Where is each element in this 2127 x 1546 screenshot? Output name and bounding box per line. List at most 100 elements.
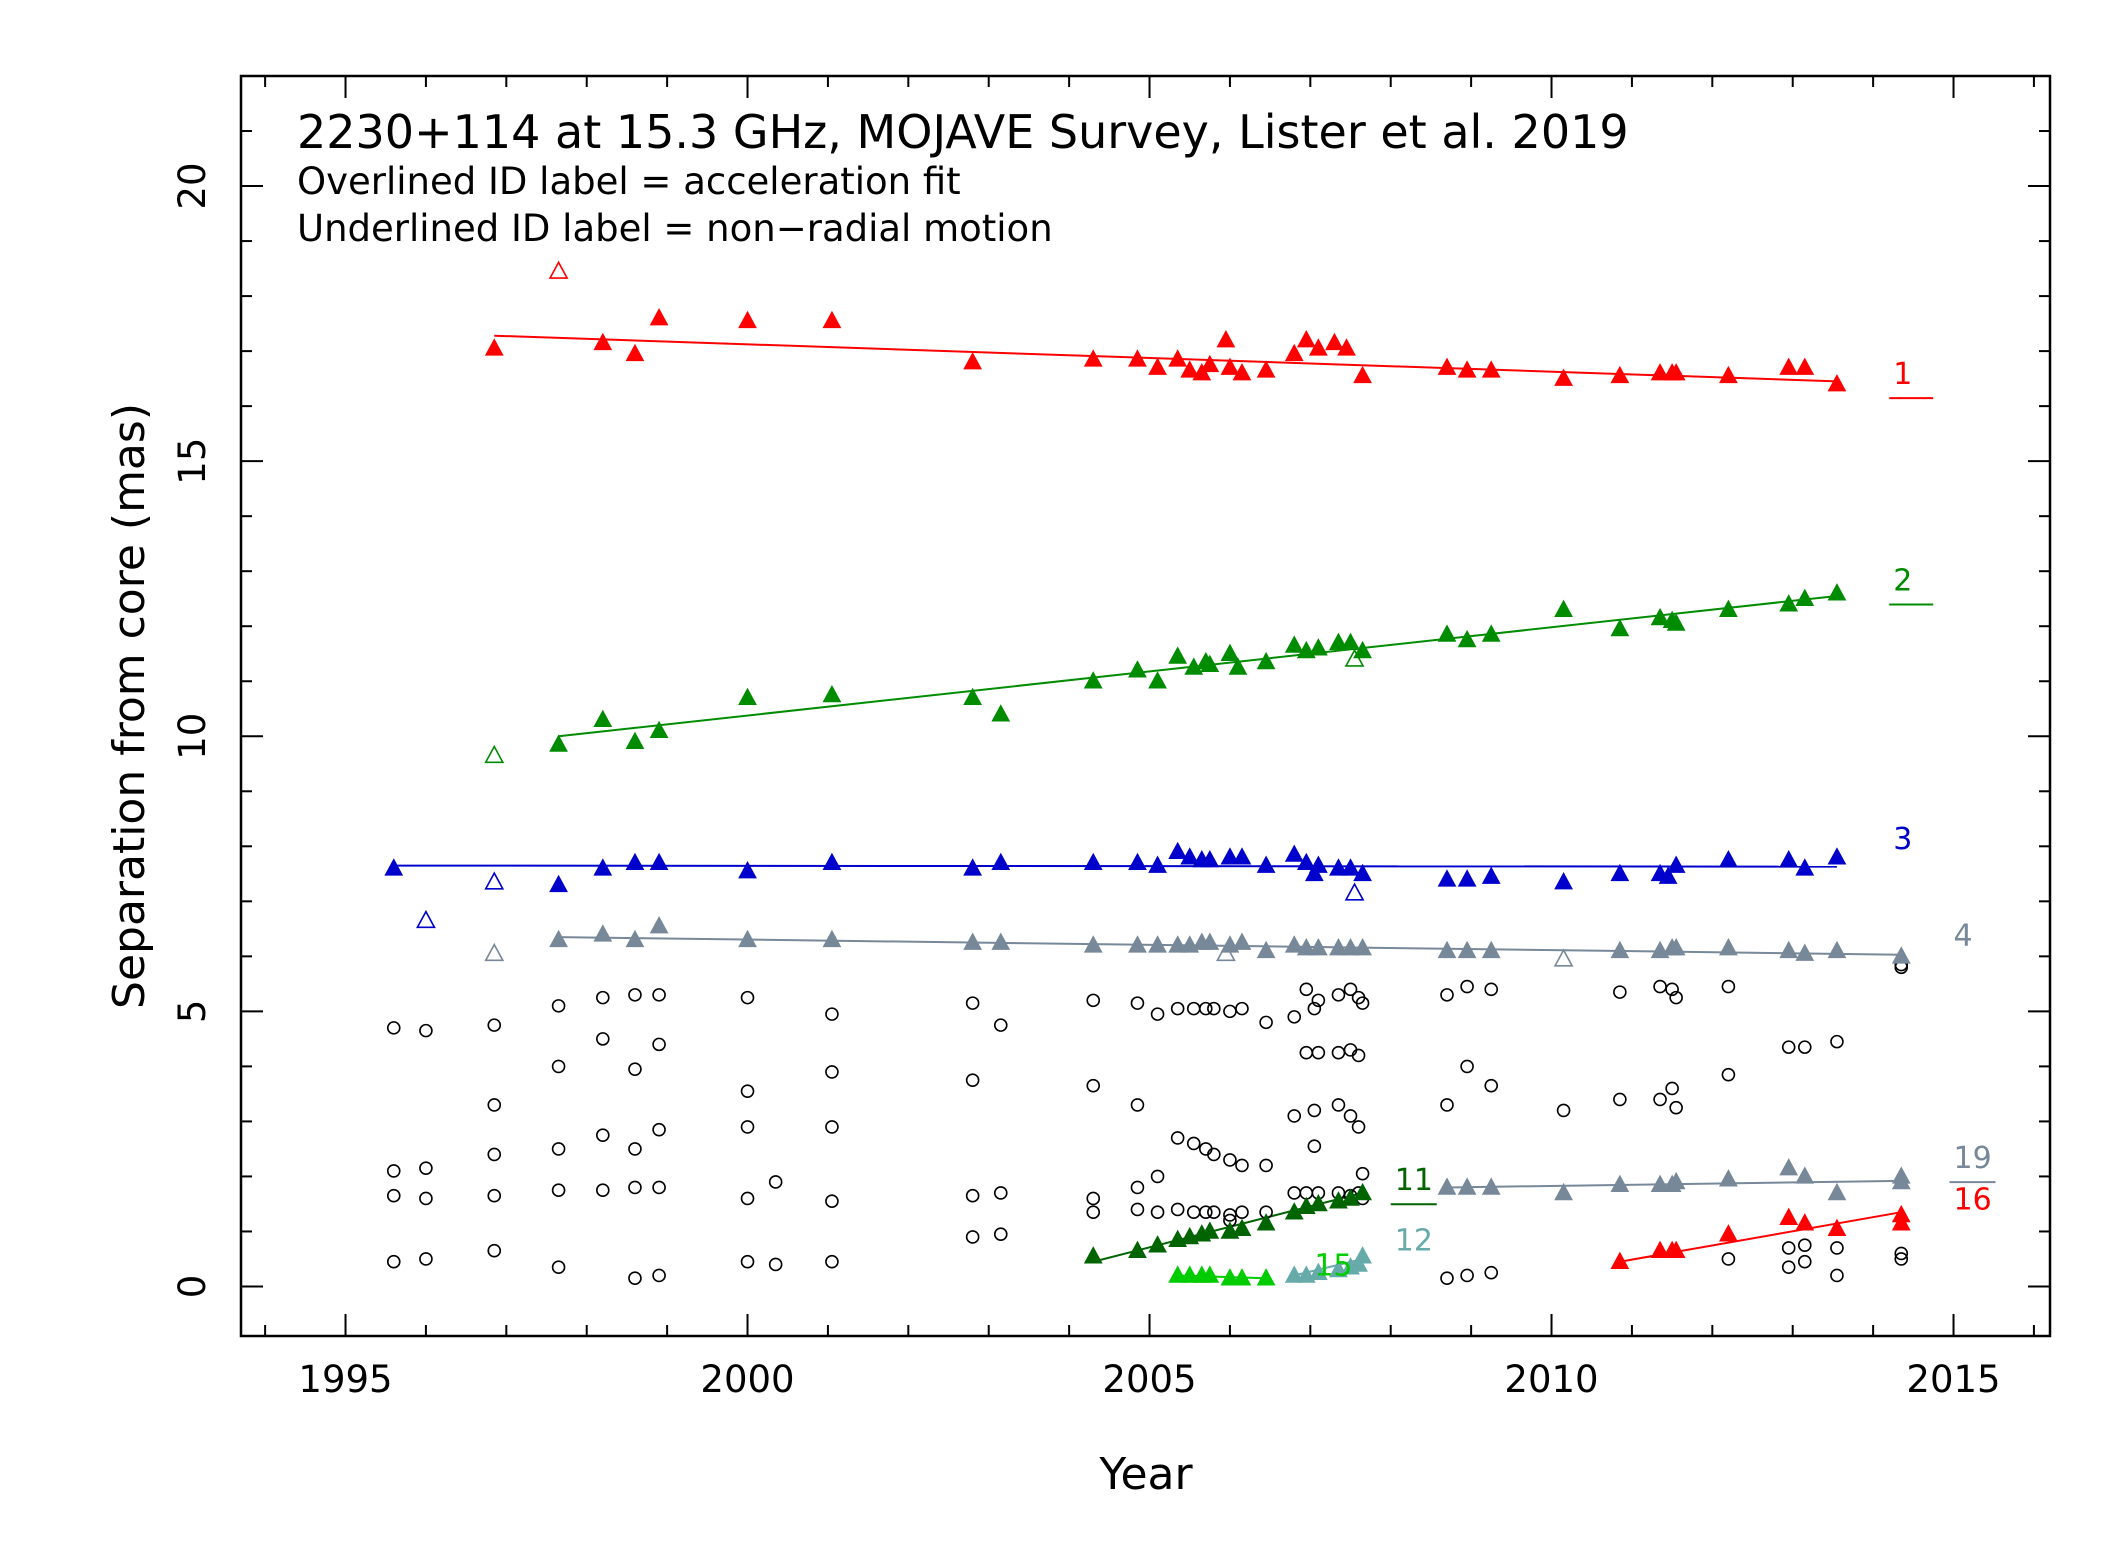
component-1-point xyxy=(1296,330,1316,348)
component-2-point xyxy=(1554,599,1573,617)
unassociated-point xyxy=(740,1084,755,1098)
unassociated-point xyxy=(1130,1180,1145,1195)
unassociated-point xyxy=(551,1142,566,1156)
unassociated-point xyxy=(419,1023,433,1038)
component-4-point xyxy=(963,932,983,950)
unassociated-point xyxy=(1235,1001,1249,1016)
component-16-point xyxy=(1779,1207,1799,1225)
component-3-point xyxy=(1341,858,1360,876)
component-4-point xyxy=(1232,932,1252,950)
unassociated-point xyxy=(1665,1081,1679,1096)
unassociated-point xyxy=(1781,1260,1796,1275)
unassociated-point xyxy=(740,1120,755,1134)
component-19-point xyxy=(1457,1177,1477,1195)
component-19-point xyxy=(1650,1174,1670,1192)
unassociated-point xyxy=(825,1007,839,1021)
unassociated-point xyxy=(1830,1268,1844,1283)
x-tick-label: 2015 xyxy=(1906,1358,2000,1401)
component-3-point xyxy=(1232,847,1252,865)
x-tick-label: 2005 xyxy=(1102,1358,1196,1401)
unassociated-point xyxy=(740,990,755,1005)
unassociated-point xyxy=(1484,982,1499,997)
unassociated-point xyxy=(1311,1045,1326,1060)
unassociated-point xyxy=(1613,1092,1627,1107)
unassociated-point xyxy=(1781,1241,1796,1255)
component-2-point xyxy=(991,704,1011,722)
component-16-point xyxy=(1719,1224,1738,1242)
component-2-point xyxy=(1308,638,1328,656)
component-2-point xyxy=(1256,651,1276,670)
component-label-16: 16 xyxy=(1954,1182,1992,1217)
unassociated-point xyxy=(1223,1153,1237,1167)
component-16-point xyxy=(1891,1213,1911,1231)
component-1-point xyxy=(1437,357,1457,375)
y-tick-label: 0 xyxy=(171,1275,214,1299)
component-3-point xyxy=(1481,866,1501,884)
component-4-open-point xyxy=(1553,948,1574,967)
component-4-point xyxy=(738,929,757,948)
chart-title: 2230+114 at 15.3 GHz, MOJAVE Survey, Lis… xyxy=(297,105,1629,159)
component-2-point xyxy=(649,720,669,739)
component-3-point xyxy=(1827,847,1847,865)
component-4-point xyxy=(1891,946,1911,964)
component-2-point xyxy=(1827,583,1847,601)
component-3-open-point xyxy=(484,871,505,890)
component-2-point xyxy=(822,684,842,703)
component-3-point xyxy=(1353,863,1372,882)
y-tick-label: 20 xyxy=(171,162,214,209)
component-2-point xyxy=(1200,654,1220,672)
unassociated-point xyxy=(595,1032,610,1046)
component-1-point xyxy=(1650,363,1670,381)
component-3-point xyxy=(1554,872,1573,890)
component-1-point xyxy=(1795,357,1815,375)
component-16-point xyxy=(1795,1213,1815,1231)
component-3-point xyxy=(1128,852,1147,871)
component-4-point xyxy=(1457,940,1477,959)
component-4-point xyxy=(1719,938,1738,956)
unassociated-point xyxy=(595,1183,610,1197)
component-4-point xyxy=(1437,940,1457,959)
unassociated-point xyxy=(1199,1001,1213,1016)
component-label-1: 1 xyxy=(1893,357,1912,392)
component-3-point xyxy=(991,852,1011,871)
unassociated-point xyxy=(1150,1169,1165,1184)
component-16-point xyxy=(1610,1251,1630,1269)
unassociated-point xyxy=(386,1021,401,1035)
component-3-point xyxy=(1795,858,1815,876)
unassociated-point xyxy=(386,1254,401,1269)
component-4-point xyxy=(822,929,842,948)
component-1-point xyxy=(963,352,983,370)
unassociated-point xyxy=(652,1037,666,1052)
component-1-point xyxy=(649,308,669,326)
unassociated-point xyxy=(1440,988,1454,1002)
component-1-point xyxy=(1256,360,1276,378)
component-3-point xyxy=(1308,855,1328,873)
component-4-point xyxy=(1168,935,1188,953)
component-19-point xyxy=(1666,1171,1686,1190)
unassociated-point xyxy=(1613,985,1627,999)
unassociated-point xyxy=(1130,1202,1145,1217)
component-19-point xyxy=(1779,1158,1799,1176)
component-2-point xyxy=(1437,624,1457,642)
component-3-point xyxy=(822,852,842,871)
component-3-point xyxy=(1220,847,1240,865)
component-3-point xyxy=(738,861,757,879)
unassociated-point xyxy=(487,1188,502,1203)
component-4-point xyxy=(1329,938,1348,956)
unassociated-point xyxy=(1086,993,1101,1008)
component-2-point xyxy=(1083,671,1103,689)
unassociated-point xyxy=(419,1191,433,1206)
component-11-point xyxy=(1308,1193,1328,1212)
component-3-point xyxy=(1200,850,1220,868)
component-3-point xyxy=(1610,863,1630,882)
component-2-point xyxy=(1341,632,1360,650)
component-4-point xyxy=(1341,938,1360,956)
component-19-point xyxy=(1437,1177,1457,1195)
component-4-point xyxy=(625,929,645,948)
unassociated-point xyxy=(628,988,642,1002)
fit-line-1 xyxy=(494,334,1837,383)
component-4-point xyxy=(549,929,568,948)
component-1-point xyxy=(1200,354,1220,373)
component-1-point xyxy=(1457,360,1477,378)
